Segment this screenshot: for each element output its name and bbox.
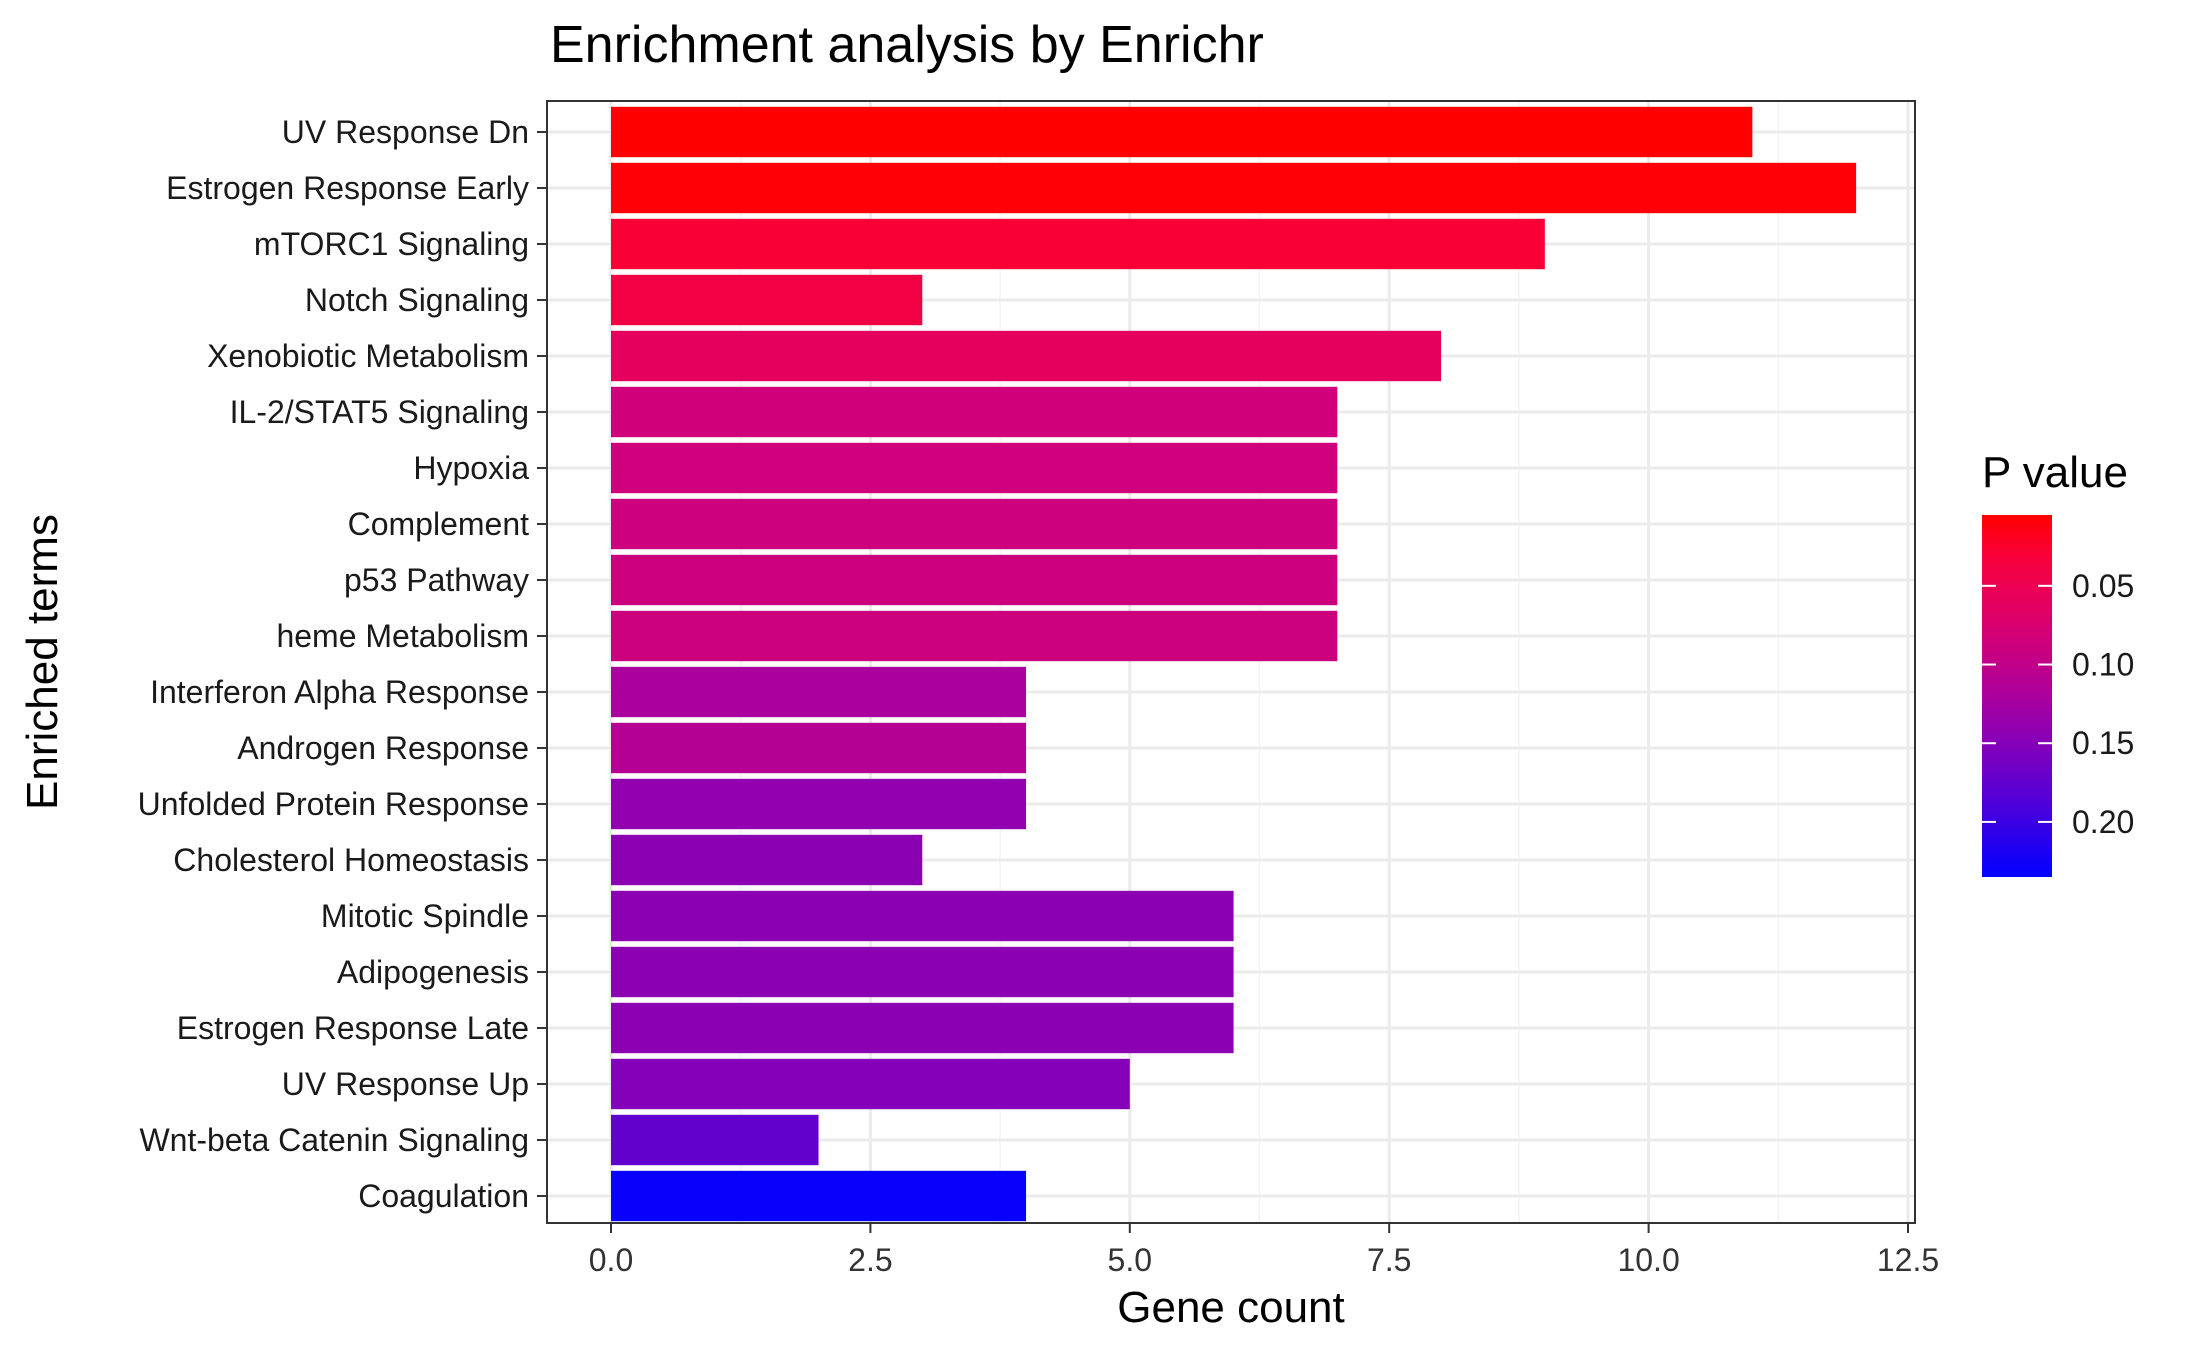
y-tick-label: heme Metabolism <box>276 618 529 654</box>
plot-panel <box>547 101 1915 1223</box>
legend-colorbar <box>1982 515 2052 877</box>
bar <box>611 1058 1130 1110</box>
bar <box>611 554 1338 606</box>
bar <box>611 218 1545 270</box>
bar <box>611 330 1442 382</box>
panel-border <box>546 100 1916 1224</box>
bar <box>611 1002 1234 1054</box>
bar <box>611 610 1338 662</box>
y-tick-label: Coagulation <box>358 1178 529 1214</box>
bar <box>611 666 1027 718</box>
y-tick-label: Unfolded Protein Response <box>138 786 529 822</box>
x-tick-label: 5.0 <box>1108 1242 1152 1278</box>
y-tick-label: UV Response Dn <box>282 114 529 150</box>
legend-tick-label: 0.05 <box>2072 568 2134 604</box>
x-axis: 0.0 2.5 5.0 7.5 10.0 12.5 <box>589 1223 1939 1278</box>
y-tick-label: UV Response Up <box>282 1066 529 1102</box>
y-tick-label: Notch Signaling <box>305 282 529 318</box>
bar <box>611 498 1338 550</box>
y-tick-label: p53 Pathway <box>344 562 529 598</box>
y-tick-label: Mitotic Spindle <box>321 898 529 934</box>
x-tick-label: 10.0 <box>1617 1242 1679 1278</box>
y-tick-label: Xenobiotic Metabolism <box>207 338 529 374</box>
y-tick-label: IL-2/STAT5 Signaling <box>230 394 529 430</box>
bar <box>611 106 1753 158</box>
y-axis-title: Enriched terms <box>18 514 67 810</box>
bar <box>611 722 1027 774</box>
bar <box>611 834 923 886</box>
legend: P value 0.05 0.10 0.15 0.20 <box>1982 448 2134 877</box>
y-axis: UV Response Dn Estrogen Response Early mTO… <box>138 114 547 1214</box>
legend-tick-label: 0.10 <box>2072 647 2134 683</box>
bar <box>611 778 1027 830</box>
chart-title: Enrichment analysis by Enrichr <box>550 16 1264 74</box>
bar <box>611 1114 819 1166</box>
legend-tick-label: 0.20 <box>2072 804 2134 840</box>
legend-tick-label: 0.15 <box>2072 725 2134 761</box>
x-axis-title: Gene count <box>1117 1283 1345 1332</box>
legend-title: P value <box>1982 448 2128 497</box>
bar <box>611 1170 1027 1222</box>
y-tick-label: Adipogenesis <box>337 954 529 990</box>
bar <box>611 946 1234 998</box>
x-tick-label: 0.0 <box>589 1242 633 1278</box>
y-tick-label: Complement <box>348 506 530 542</box>
y-tick-label: Wnt-beta Catenin Signaling <box>139 1122 529 1158</box>
bars <box>611 106 1857 1222</box>
bar <box>611 442 1338 494</box>
y-tick-label: Estrogen Response Early <box>166 170 529 206</box>
y-tick-label: mTORC1 Signaling <box>254 226 529 262</box>
x-tick-label: 12.5 <box>1877 1242 1939 1278</box>
x-tick-label: 7.5 <box>1367 1242 1411 1278</box>
bar <box>611 386 1338 438</box>
bar <box>611 890 1234 942</box>
y-tick-label: Interferon Alpha Response <box>150 674 529 710</box>
y-tick-label: Estrogen Response Late <box>177 1010 529 1046</box>
y-tick-label: Androgen Response <box>237 730 529 766</box>
y-tick-label: Hypoxia <box>413 450 529 486</box>
bar <box>611 162 1857 214</box>
x-tick-label: 2.5 <box>848 1242 892 1278</box>
y-tick-label: Cholesterol Homeostasis <box>173 842 529 878</box>
bar <box>611 274 923 326</box>
